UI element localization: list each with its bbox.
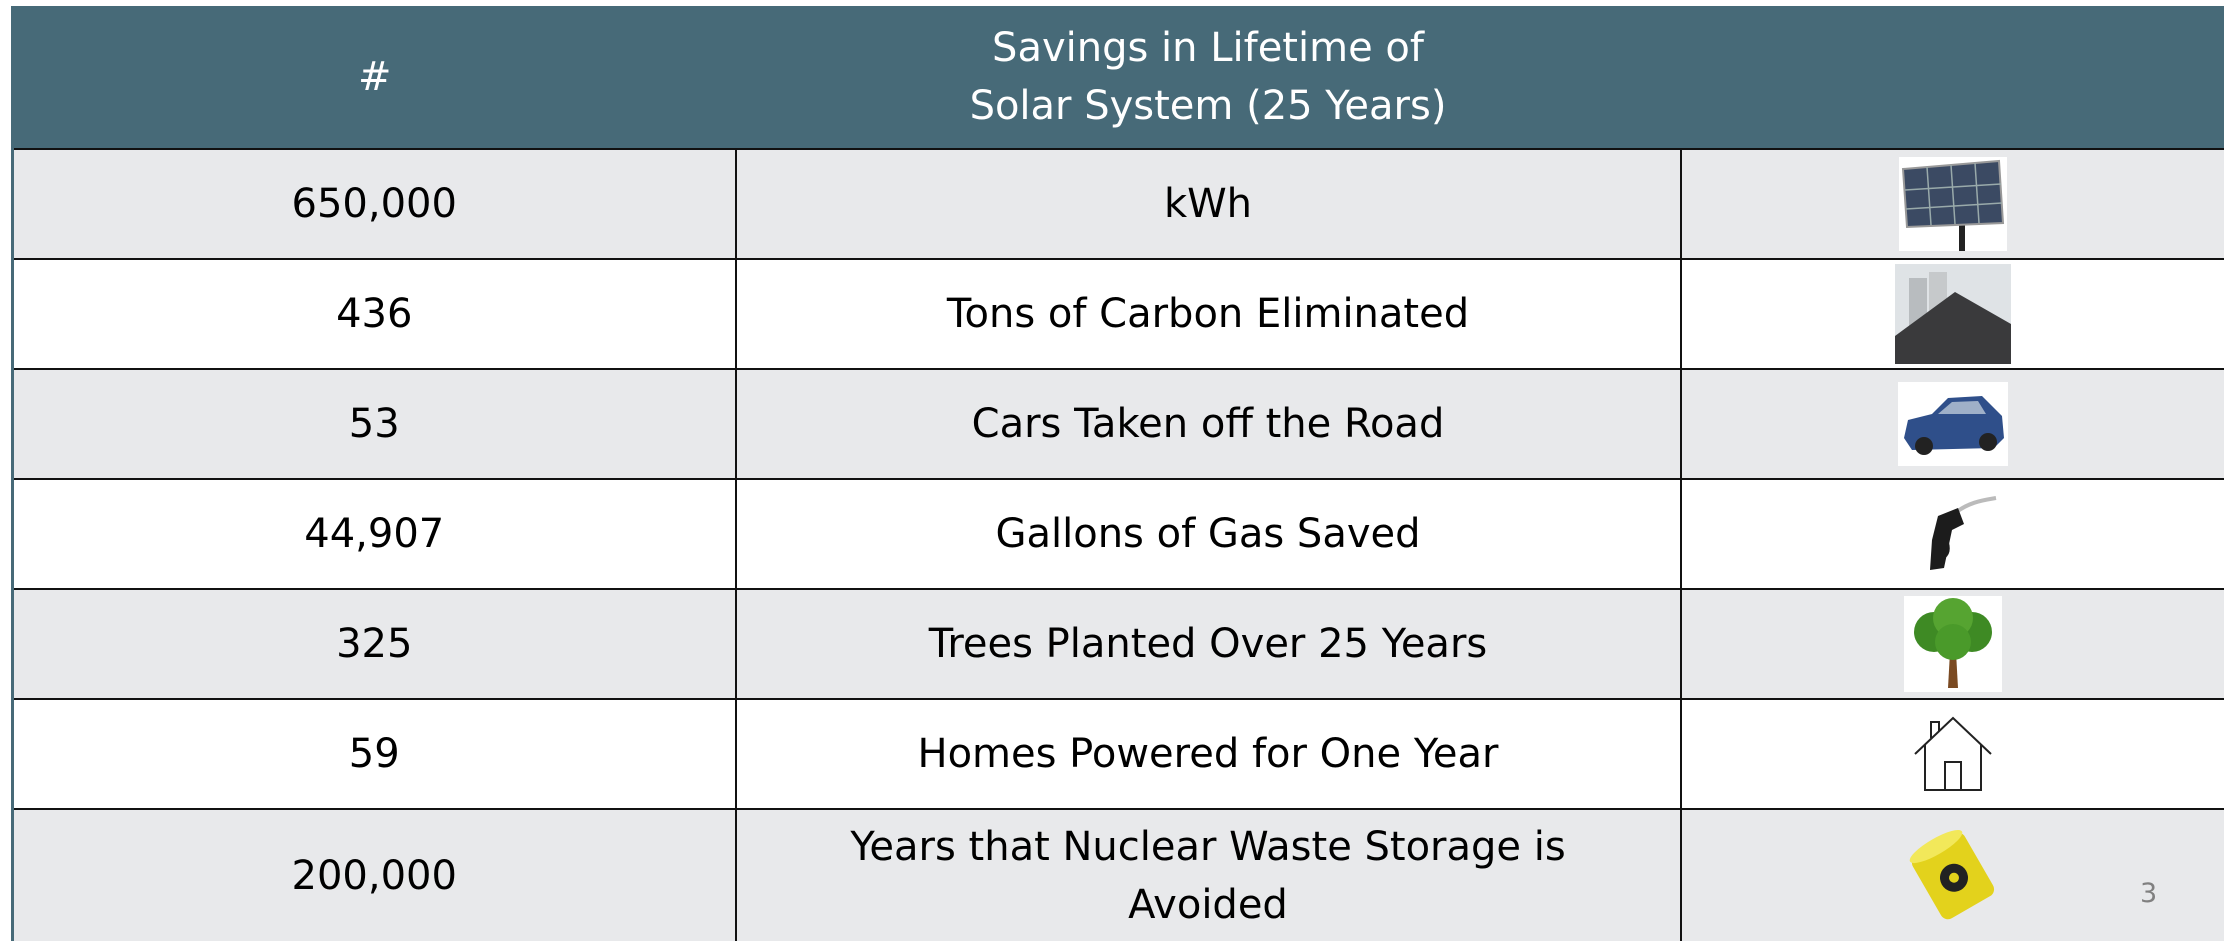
house-icon (1913, 716, 1993, 792)
number-cell: 53 (13, 369, 736, 479)
page-number: 3 (2140, 878, 2157, 909)
number-cell: 436 (13, 259, 736, 369)
label-cell: Years that Nuclear Waste Storage is Avoi… (736, 809, 1681, 941)
row: 59 Homes Powered for One Year (13, 699, 2224, 809)
label-cell: Homes Powered for One Year (736, 699, 1681, 809)
number-cell: 44,907 (13, 479, 736, 589)
label-cell: kWh (736, 149, 1681, 259)
header-cell (1681, 6, 2224, 149)
icon-cell (1681, 149, 2224, 259)
label-cell: Gallons of Gas Saved (736, 479, 1681, 589)
solar-panel-icon (1899, 157, 2007, 251)
tree-icon (1904, 596, 2002, 692)
row: 44,907 Gallons of Gas Saved (13, 479, 2224, 589)
number-cell: 325 (13, 589, 736, 699)
header-cell: Savings in Lifetime of Solar System (25 … (736, 6, 1681, 149)
header-cell: # (13, 6, 736, 149)
header-row: # Savings in Lifetime of Solar System (2… (13, 6, 2224, 149)
label-cell: Tons of Carbon Eliminated (736, 259, 1681, 369)
row: 53 Cars Taken off the Road (13, 369, 2224, 479)
number-cell: 200,000 (13, 809, 736, 941)
row: 200,000 Years that Nuclear Waste Storage… (13, 809, 2224, 941)
icon-cell (1681, 369, 2224, 479)
savings-table: # Savings in Lifetime of Solar System (2… (11, 6, 2224, 941)
car-icon (1898, 382, 2008, 466)
barrel-icon (1903, 828, 2003, 924)
row: 650,000 kWh (13, 149, 2224, 259)
coal-icon (1895, 264, 2011, 364)
icon-cell (1681, 699, 2224, 809)
page: # Savings in Lifetime of Solar System (2… (0, 0, 2231, 927)
icon-cell (1681, 589, 2224, 699)
label-cell: Trees Planted Over 25 Years (736, 589, 1681, 699)
row: 436 Tons of Carbon Eliminated (13, 259, 2224, 369)
label-cell: Cars Taken off the Road (736, 369, 1681, 479)
icon-cell (1681, 809, 2224, 941)
gas-nozzle-icon (1908, 494, 1998, 574)
icon-cell (1681, 259, 2224, 369)
number-cell: 59 (13, 699, 736, 809)
icon-cell (1681, 479, 2224, 589)
row: 325 Trees Planted Over 25 Years (13, 589, 2224, 699)
number-cell: 650,000 (13, 149, 736, 259)
